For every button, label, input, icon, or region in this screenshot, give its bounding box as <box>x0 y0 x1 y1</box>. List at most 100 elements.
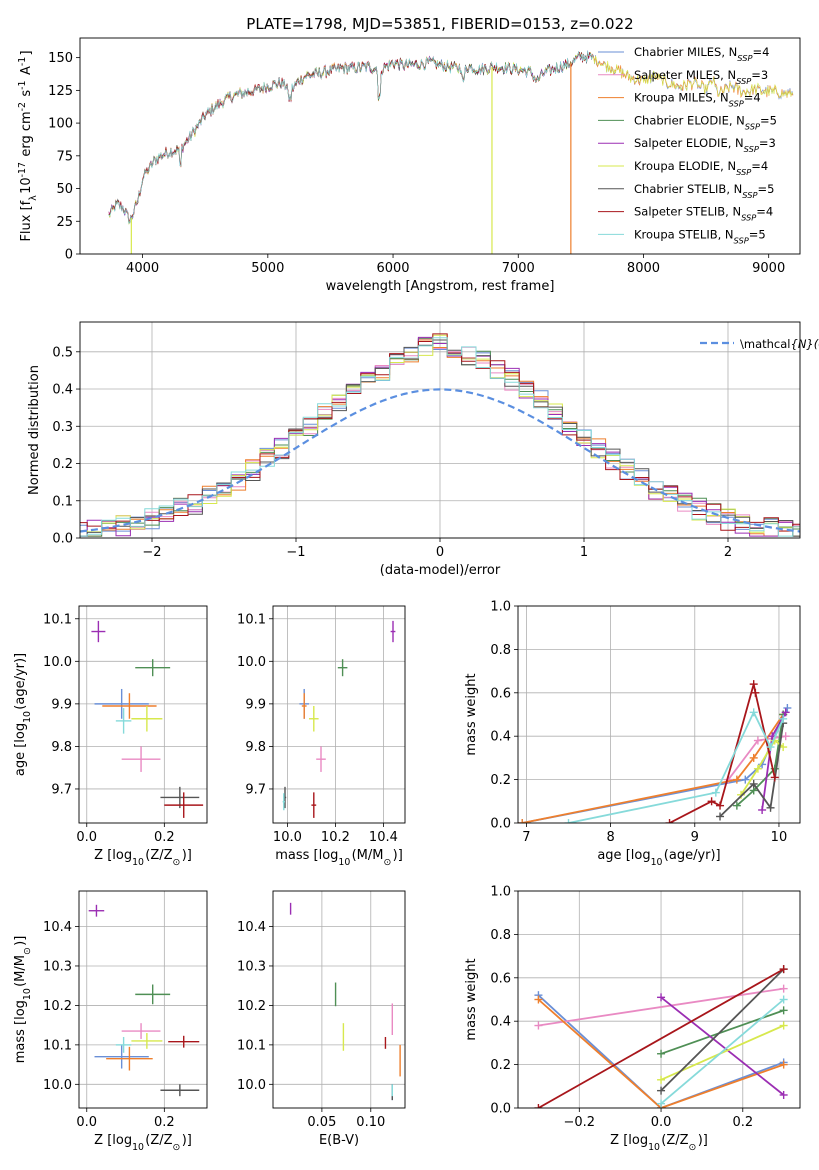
weight-marker-kroupa-stelib <box>711 788 720 797</box>
errorbar-salpeter-elodie <box>390 620 396 643</box>
errorbar-kroupa-elodie <box>309 705 319 732</box>
errorbar-kroupa-stelib <box>115 1036 132 1053</box>
weight-marker-salpeter-stelib <box>534 1104 543 1108</box>
weight-line-chabrier-stelib <box>719 723 785 818</box>
y-tick-label: 0.4 <box>490 730 511 745</box>
weight-marker-kroupa-elodie <box>657 1075 666 1084</box>
x-tick-label: 0.2 <box>154 830 175 845</box>
y-axis-label: age [log10 (age/yr)] <box>13 653 33 776</box>
panel-mass-weight-vs-age: 7 8 9 10 0.0 0.2 0.4 0.6 0.8 1.0 age [log10 (age/y… <box>464 600 801 868</box>
weight-marker-kroupa-elodie <box>737 790 746 799</box>
y-tick-label: 10.2 <box>237 999 266 1014</box>
weight-marker-salpeter-miles <box>779 984 788 993</box>
x-tick-label: 0.0 <box>76 1115 97 1130</box>
y-tick-label: 10.2 <box>43 999 72 1014</box>
x-axis-label: Z [log10 (Z/Z⊙ )] <box>94 1133 192 1153</box>
y-tick-label: 10.3 <box>237 959 266 974</box>
weight-marker-kroupa-miles <box>518 819 527 823</box>
y-tick-label: 100 <box>48 117 73 132</box>
errorbar-kroupa-elodie <box>131 705 163 732</box>
x-tick-label: 0.10 <box>356 1115 385 1130</box>
x-axis-label: age [log10 (age/yr)] <box>597 848 720 868</box>
axes-frame <box>272 605 406 824</box>
y-tick-label: 0.2 <box>490 1058 511 1073</box>
y-tick-label: 0.6 <box>490 971 511 986</box>
weight-marker-salpeter-stelib <box>716 801 725 810</box>
panel-mass-vs-EBV: 0.05 0.10 10.0 10.1 10.2 10.3 10.4 E(B-V) <box>237 890 406 1148</box>
legend-label-chabrier-stelib: Chabrier STELIB, NSSP=5 <box>634 182 774 200</box>
weight-marker-salpeter-stelib <box>770 773 779 782</box>
weight-marker-kroupa-stelib <box>779 995 788 1004</box>
errorbar-salpeter-stelib <box>168 1035 200 1048</box>
x-tick-label: 4000 <box>126 261 159 276</box>
y-axis-label: Normed distribution <box>27 365 42 495</box>
axes-frame <box>517 605 801 824</box>
weight-marker-chabrier-stelib <box>716 812 725 821</box>
x-tick-label: 0 <box>436 545 444 560</box>
y-tick-label: 0.0 <box>490 817 511 832</box>
figure-title: PLATE=1798, MJD=53851, FIBERID=0153, z=0… <box>246 15 633 33</box>
weight-marker-salpeter-miles <box>753 736 762 745</box>
weight-marker-kroupa-elodie <box>779 1021 788 1030</box>
weight-marker-kroupa-miles <box>779 1060 788 1069</box>
plot-area <box>534 965 788 1108</box>
weight-line-kroupa-miles <box>537 998 785 1108</box>
histogram-salpeter-miles <box>80 338 800 537</box>
errorbar-chabrier-miles <box>94 1044 149 1069</box>
weight-marker-chabrier-stelib <box>749 779 758 788</box>
x-tick-label: 7 <box>522 830 530 845</box>
y-tick-label: 9.7 <box>245 782 266 797</box>
legend-label-chabrier-elodie: Chabrier ELODIE, NSSP=5 <box>634 113 777 131</box>
y-tick-label: 150 <box>48 51 73 66</box>
x-tick-label: 6000 <box>376 261 409 276</box>
weight-line-salpeter-miles <box>538 987 784 1027</box>
legend-label-salpeter-elodie: Salpeter ELODIE, NSSP=3 <box>634 136 776 154</box>
x-tick-label: 0.0 <box>651 1115 672 1130</box>
x-tick-label: −0.2 <box>564 1115 596 1130</box>
weight-marker-kroupa-stelib <box>657 1099 666 1108</box>
weight-marker-chabrier-elodie <box>779 1006 788 1015</box>
weight-marker-salpeter-stelib <box>779 965 788 974</box>
weight-marker-kroupa-elodie <box>753 764 762 773</box>
y-tick-label: 25 <box>56 215 73 230</box>
x-tick-label: 8000 <box>627 261 660 276</box>
weight-line-salpeter-elodie <box>660 996 785 1096</box>
weight-marker-salpeter-elodie <box>758 805 767 814</box>
y-tick-label: 10.1 <box>43 612 72 627</box>
y-tick-label: 0.0 <box>490 1102 511 1117</box>
errorbar-salpeter-stelib <box>311 792 317 818</box>
weight-marker-kroupa-miles <box>732 775 741 784</box>
x-tick-label: 0.05 <box>307 1115 336 1130</box>
errorbar-salpeter-stelib <box>164 792 204 818</box>
plot-area <box>282 620 396 818</box>
plot-area <box>289 902 401 1101</box>
y-tick-label: 0.2 <box>490 773 511 788</box>
errorbar-salpeter-elodie <box>88 904 105 917</box>
x-tick-label: 10.0 <box>273 830 302 845</box>
weight-marker-salpeter-stelib <box>665 819 674 823</box>
weight-line-kroupa-stelib <box>660 998 785 1105</box>
errorbar-kroupa-elodie <box>131 1033 163 1049</box>
weight-marker-salpeter-stelib <box>751 688 760 697</box>
y-axis-label: mass weight <box>464 673 479 755</box>
weight-line-salpeter-stelib <box>537 968 785 1108</box>
y-tick-label: 0.2 <box>52 457 73 472</box>
weight-marker-kroupa-miles <box>534 995 543 1004</box>
errorbar-kroupa-stelib <box>282 793 285 811</box>
plot-area <box>518 680 792 823</box>
weight-line-kroupa-elodie <box>740 739 784 796</box>
x-tick-label: 10.2 <box>321 830 350 845</box>
y-tick-label: 9.9 <box>245 697 266 712</box>
weight-marker-chabrier-miles <box>783 703 792 712</box>
weight-marker-salpeter-stelib <box>707 797 716 806</box>
axes-frame <box>517 890 801 1109</box>
y-tick-label: 0.0 <box>52 532 73 547</box>
y-axis-label: mass weight <box>464 958 479 1040</box>
x-tick-label: 9 <box>691 830 699 845</box>
y-tick-label: 10.0 <box>237 655 266 670</box>
y-tick-label: 9.8 <box>245 740 266 755</box>
errorbar-chabrier-elodie <box>337 659 348 677</box>
legend-label-salpeter-miles: Salpeter MILES, NSSP=3 <box>634 68 768 86</box>
y-tick-label: 10.0 <box>43 655 72 670</box>
y-tick-label: 0.3 <box>52 420 73 435</box>
